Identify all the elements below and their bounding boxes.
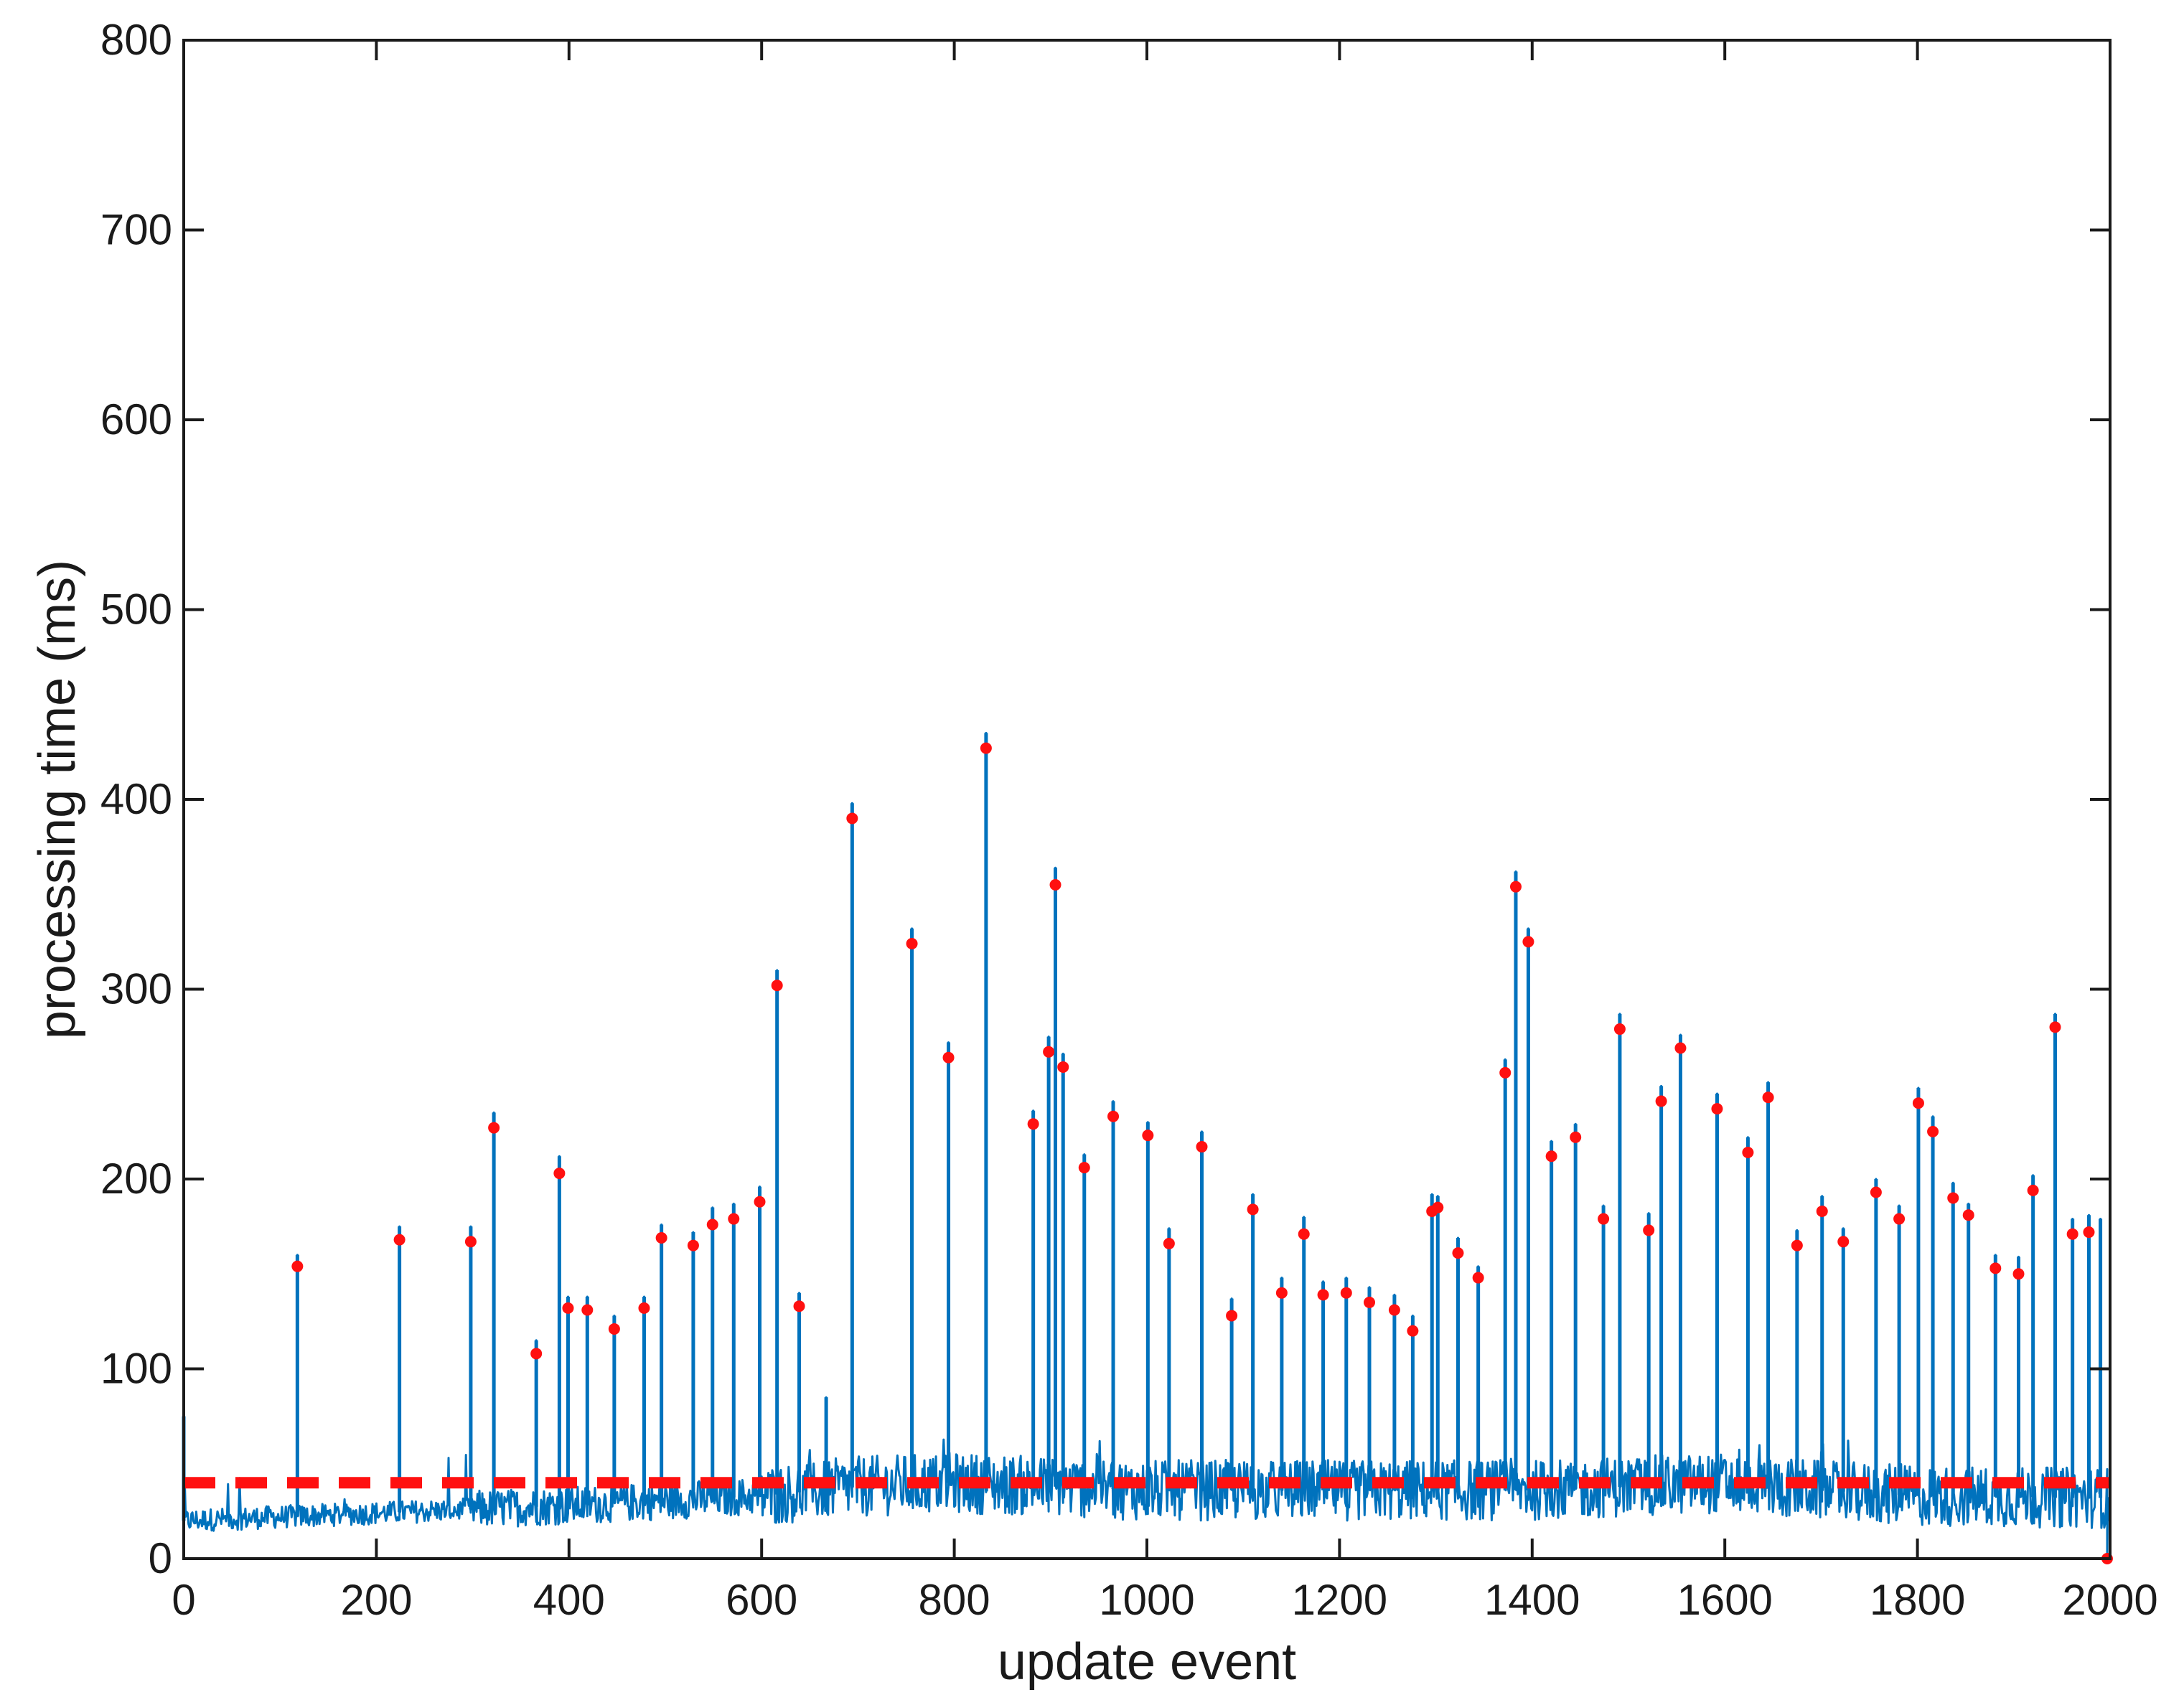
peak-marker: [687, 1239, 699, 1251]
peak-marker: [1674, 1042, 1687, 1054]
peak-marker: [846, 812, 858, 825]
peak-marker: [1927, 1125, 1939, 1137]
peak-marker: [1275, 1287, 1288, 1299]
peak-marker: [553, 1168, 566, 1180]
peak-marker: [608, 1323, 620, 1335]
peak-marker: [1989, 1262, 2002, 1274]
peak-marker: [655, 1231, 667, 1244]
peak-marker: [728, 1213, 740, 1225]
peak-marker: [2083, 1226, 2095, 1239]
peak-marker: [1598, 1213, 1610, 1225]
peak-marker: [1317, 1289, 1329, 1301]
peak-marker: [1407, 1325, 1419, 1337]
peak-marker: [754, 1196, 766, 1208]
y-tick-label: 300: [100, 965, 172, 1013]
x-tick-label: 1000: [1099, 1576, 1194, 1624]
peak-marker: [1043, 1046, 1055, 1058]
y-tick-label: 200: [100, 1155, 172, 1203]
peak-marker: [291, 1260, 304, 1272]
peak-marker: [1432, 1201, 1444, 1213]
y-axis-label: processing time (ms): [29, 560, 86, 1039]
y-tick-label: 400: [100, 775, 172, 823]
peak-marker: [1893, 1213, 1906, 1225]
peak-marker: [1027, 1118, 1039, 1130]
y-tick-label: 800: [100, 16, 172, 64]
peak-marker: [1196, 1141, 1208, 1153]
x-tick-label: 1400: [1484, 1576, 1580, 1624]
peak-marker: [1655, 1095, 1667, 1107]
peak-marker: [1947, 1192, 1959, 1204]
peak-marker: [1057, 1061, 1069, 1073]
peak-marker: [1912, 1097, 1924, 1109]
peak-marker: [1499, 1066, 1512, 1079]
peak-marker: [1142, 1130, 1154, 1142]
peak-marker: [530, 1348, 543, 1360]
x-tick-label: 2000: [2062, 1576, 2157, 1624]
peak-marker: [464, 1236, 477, 1248]
peak-marker: [1791, 1239, 1803, 1251]
x-tick-label: 1800: [1870, 1576, 1965, 1624]
y-tick-label: 600: [100, 395, 172, 443]
peak-marker: [581, 1304, 594, 1316]
peak-marker: [1298, 1228, 1310, 1240]
peak-marker: [1711, 1103, 1723, 1115]
x-axis-label: update event: [998, 1633, 1296, 1691]
peak-marker: [1816, 1205, 1828, 1217]
x-tick-label: 1200: [1292, 1576, 1387, 1624]
peak-marker: [562, 1302, 574, 1314]
peak-marker: [1472, 1272, 1484, 1284]
peak-marker: [1643, 1224, 1655, 1236]
peak-marker: [393, 1234, 406, 1246]
x-tick-label: 1600: [1677, 1576, 1772, 1624]
peak-marker: [1078, 1162, 1090, 1174]
peak-marker: [1742, 1146, 1754, 1158]
peak-marker: [1452, 1247, 1464, 1259]
peak-marker: [1247, 1203, 1259, 1216]
peak-marker: [793, 1300, 805, 1312]
peak-marker: [1340, 1287, 1352, 1299]
peak-marker: [1570, 1131, 1582, 1143]
peak-marker: [706, 1218, 718, 1231]
y-tick-label: 0: [149, 1534, 172, 1582]
peak-marker: [1388, 1304, 1400, 1316]
peak-marker: [1762, 1091, 1774, 1104]
peak-marker: [1163, 1237, 1175, 1249]
x-tick-label: 800: [919, 1576, 990, 1624]
peak-marker: [2027, 1184, 2039, 1196]
y-tick-label: 500: [100, 586, 172, 634]
peak-marker: [1107, 1110, 1120, 1122]
peak-marker: [1837, 1236, 1850, 1248]
peak-marker: [488, 1122, 500, 1134]
peak-marker: [1962, 1209, 1974, 1221]
axes-layer: 0 200 400 600 800 1000 1200 1400 1600 1800 2000 0 10…: [100, 16, 2158, 1624]
peak-marker: [1545, 1150, 1557, 1163]
x-tick-label: 0: [172, 1576, 195, 1624]
peak-marker: [1509, 880, 1522, 893]
peak-marker: [1049, 879, 1061, 891]
peak-marker: [1870, 1186, 1882, 1198]
peak-marker: [2066, 1228, 2078, 1240]
peak-marker: [1226, 1310, 1238, 1322]
peak-marker: [980, 742, 992, 754]
y-tick-label: 100: [100, 1345, 172, 1393]
peak-marker: [1613, 1023, 1626, 1036]
peak-marker: [2012, 1268, 2025, 1280]
peak-marker: [1522, 936, 1534, 948]
x-tick-label: 200: [340, 1576, 412, 1624]
peak-marker: [2049, 1021, 2061, 1033]
peak-marker: [771, 980, 783, 992]
peak-marker: [942, 1051, 955, 1063]
peak-marker: [1364, 1296, 1376, 1308]
plot-data-layer: [182, 731, 2113, 1564]
peak-marker: [906, 938, 918, 950]
x-tick-label: 600: [726, 1576, 797, 1624]
x-tick-label: 400: [533, 1576, 605, 1624]
peak-marker: [638, 1302, 650, 1314]
y-tick-label: 700: [100, 206, 172, 254]
